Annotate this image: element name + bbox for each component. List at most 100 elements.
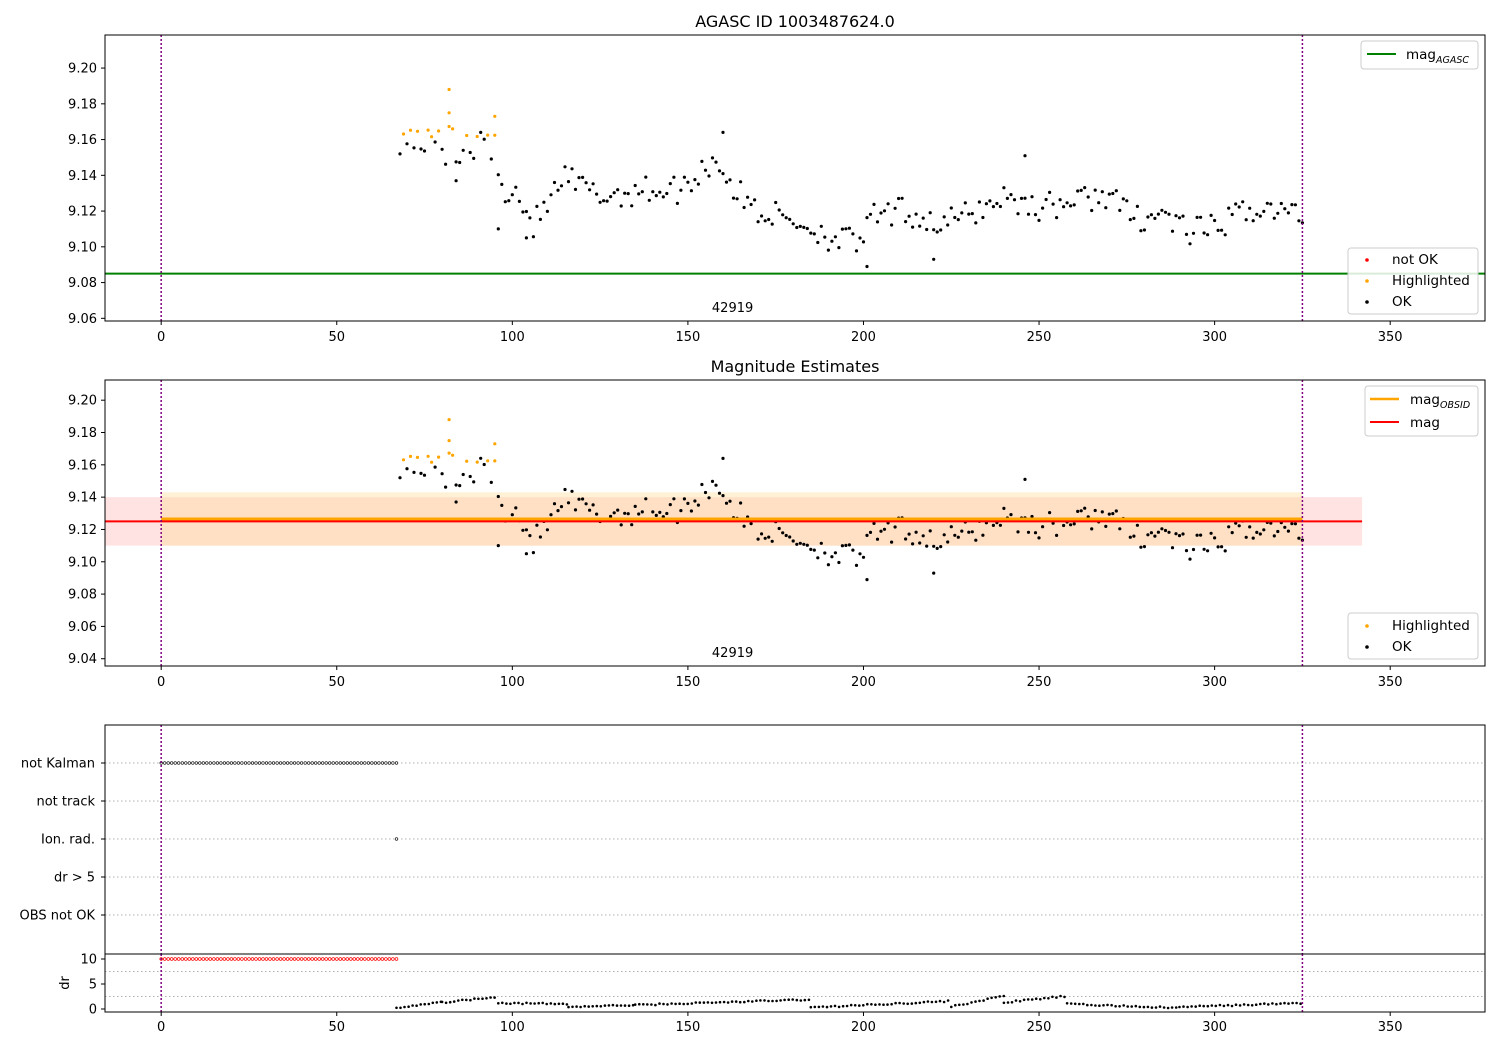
ok-point [932, 571, 936, 575]
ok-point [612, 191, 616, 195]
dr-point [1287, 1002, 1290, 1005]
highlighted-point [493, 459, 497, 463]
dr-point [1082, 1002, 1085, 1006]
ok-point [623, 191, 627, 195]
flag-point [257, 761, 262, 765]
dr-point [575, 1005, 578, 1008]
dr-point [755, 999, 758, 1002]
dr-capped-point [191, 957, 195, 961]
ok-point [591, 503, 595, 507]
dr-capped-point [310, 957, 314, 961]
ok-point [1083, 506, 1087, 510]
ok-point [977, 200, 982, 204]
ok-point [1104, 524, 1108, 529]
dr-capped-point [215, 957, 220, 961]
dr-point [517, 1001, 520, 1005]
ok-point [907, 532, 911, 536]
dr-point [918, 1001, 922, 1005]
ok-point [914, 212, 918, 216]
ok-point [742, 205, 746, 210]
y-tick-label: 9.20 [68, 62, 97, 77]
ok-point [721, 494, 725, 498]
ok-point [742, 524, 746, 528]
ok-point [833, 551, 838, 555]
dr-point [1230, 1004, 1234, 1008]
dr-point [1170, 1006, 1174, 1009]
ok-point [823, 551, 827, 555]
flags-points [159, 761, 399, 841]
flag-label: Ion. rad. [41, 833, 95, 848]
ok-point [682, 497, 687, 501]
flag-point [387, 761, 392, 765]
ok-point [728, 499, 732, 503]
ok-point [598, 200, 602, 204]
flag-point [377, 761, 381, 765]
ok-point [1220, 228, 1224, 232]
ok-point [854, 249, 859, 253]
dr-point [1162, 1006, 1166, 1009]
ok-point [1244, 535, 1248, 539]
ok-point [763, 536, 767, 540]
ok-point [1019, 196, 1024, 200]
ok-point [521, 528, 525, 532]
dr-point [1246, 1003, 1250, 1007]
ok-point [651, 510, 655, 514]
flag-point [345, 761, 349, 765]
dr-point [958, 1003, 961, 1007]
y-tick-label: 9.08 [68, 588, 97, 603]
ok-point [668, 182, 672, 186]
flag-label: OBS not OK [20, 909, 96, 924]
dr-capped-point [349, 957, 353, 961]
dr-capped-point [173, 957, 177, 961]
ok-point [879, 211, 883, 215]
ok-point [735, 197, 739, 201]
dr-point [658, 1002, 661, 1005]
ok-point [630, 523, 634, 527]
ok-point [665, 511, 669, 516]
ok-point [1209, 531, 1213, 535]
dr-point [986, 997, 989, 1000]
ok-point [1227, 525, 1231, 529]
ok-point [1055, 533, 1059, 538]
ok-point [489, 480, 493, 484]
ok-point [517, 199, 522, 203]
ok-point [644, 497, 648, 501]
highlighted-point [426, 128, 430, 132]
ok-point [591, 182, 595, 186]
ok-point [1009, 513, 1013, 517]
ok-point [422, 149, 427, 153]
flag-point [205, 761, 209, 765]
ok-point [1163, 528, 1168, 533]
y-tick-label: 9.12 [68, 205, 97, 220]
ok-point [682, 175, 687, 179]
dr-point [1190, 1005, 1193, 1008]
estimates-top-legend: magOBSID mag [1364, 385, 1479, 437]
ok-point [623, 511, 627, 515]
ok-point [1033, 213, 1038, 217]
ok-point [633, 504, 637, 508]
dr-point [743, 1000, 746, 1004]
ok-point [724, 180, 729, 184]
dr-point [1073, 1002, 1077, 1006]
ok-point [805, 543, 809, 547]
x-tick-label: 200 [851, 675, 876, 690]
ok-point [946, 540, 950, 544]
dr-point [686, 1002, 689, 1006]
dr-point [775, 999, 778, 1003]
flag-point [321, 761, 325, 765]
ok-point [1079, 509, 1083, 513]
ok-point [1300, 221, 1304, 225]
dr-point [666, 1003, 669, 1006]
ok-point [693, 178, 697, 182]
legend-label-highlighted: Highlighted [1392, 273, 1470, 289]
dr-point [646, 1003, 649, 1006]
dr-point [890, 1002, 893, 1006]
flag-point [317, 761, 321, 765]
dr-point [694, 1001, 698, 1004]
dr-point [583, 1004, 586, 1008]
dr-point [1114, 1005, 1117, 1008]
legend-marker-ok-2 [1365, 645, 1369, 649]
ok-point [595, 192, 599, 196]
y-tick-label: 9.20 [68, 394, 97, 409]
dr-point [722, 1000, 726, 1004]
